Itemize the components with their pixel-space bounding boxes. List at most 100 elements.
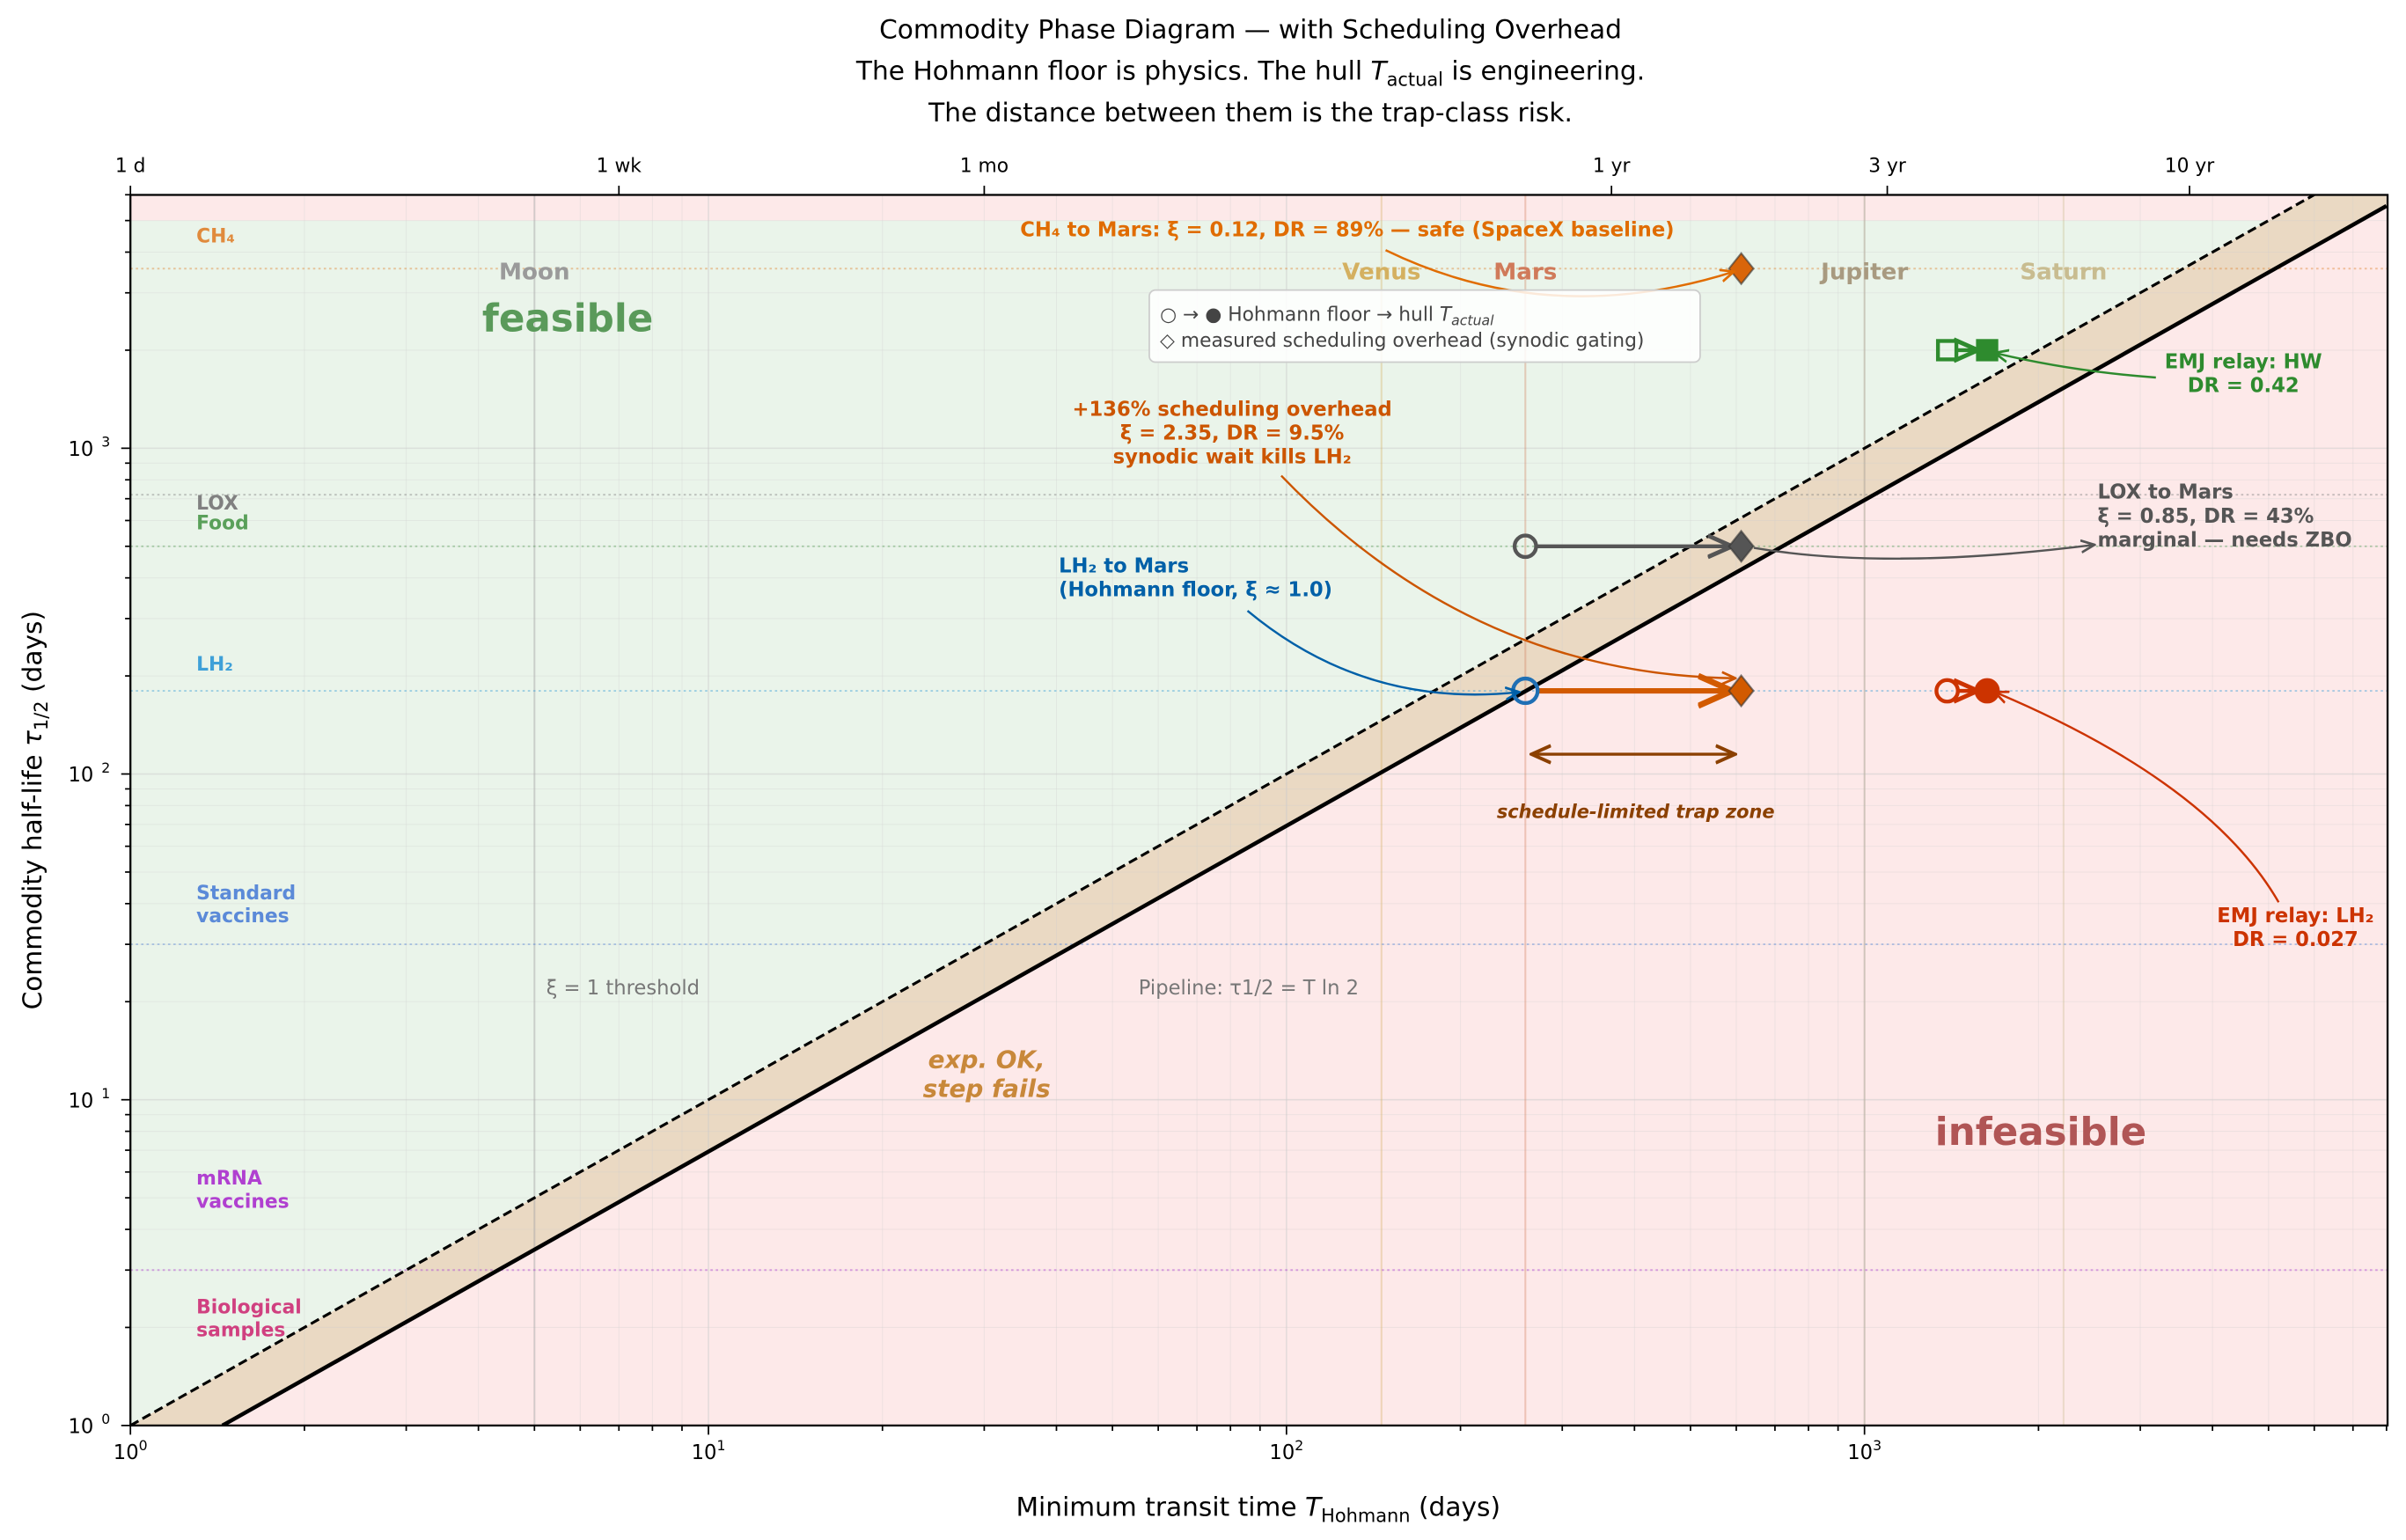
trap-band-region xyxy=(130,194,2387,1426)
annotation-label: CH₄ to Mars: ξ = 0.12, DR = 89% — safe (… xyxy=(1020,219,1674,242)
planet-label-moon: Moon xyxy=(499,259,570,285)
subtitle-T: T xyxy=(1370,55,1389,86)
legend-row-2-line: ◇ measured scheduling overhead (synodic … xyxy=(1160,330,1644,352)
pipeline-line xyxy=(221,204,2388,1426)
route-end-marker xyxy=(1974,678,2000,704)
planet-label-moon-line: Moon xyxy=(499,259,570,285)
annotation-label-line: DR = 0.027 xyxy=(2233,928,2358,951)
annotation-label-line: ξ = 0.85, DR = 43% xyxy=(2098,505,2314,528)
top-tick-label: 1 mo xyxy=(960,155,1009,177)
top-tick-label: 1 wk xyxy=(597,155,642,177)
legend-sub: actual xyxy=(1451,312,1494,329)
y-tick-exp: 0 xyxy=(101,1411,110,1427)
annotation-label-line: (Hohmann floor, ξ ≈ 1.0) xyxy=(1059,578,1332,601)
x-tick-exp: 2 xyxy=(1295,1437,1303,1454)
y-tick-label: 10 xyxy=(69,1089,94,1112)
annotation-label-line: EMJ relay: HW xyxy=(2165,351,2322,374)
commodity-label-line: vaccines xyxy=(196,1191,289,1213)
band-label-line: exp. OK, xyxy=(928,1045,1045,1074)
annotation-leader xyxy=(1995,692,2280,903)
legend-T: T xyxy=(1440,304,1453,326)
commodity-label: Standard vaccines xyxy=(196,883,296,928)
chart-subtitle-2: The distance between them is the trap-cl… xyxy=(928,97,1573,128)
commodity-label-line: samples xyxy=(196,1320,285,1342)
x-tick-label: 101 xyxy=(692,1437,726,1464)
annotation-label-line: CH₄ to Mars: ξ = 0.12, DR = 89% — safe (… xyxy=(1020,219,1674,242)
x-tick-label: 102 xyxy=(1269,1437,1303,1464)
y-axis-label: Commodity half-life τ1/2 (days) xyxy=(17,611,52,1009)
band-label-line: step fails xyxy=(923,1074,1051,1104)
commodity-label: mRNA vaccines xyxy=(196,1168,289,1213)
x-tick-base: 10 xyxy=(1269,1441,1295,1464)
route-end-marker xyxy=(1976,339,1999,362)
annotation-label-line: marginal — needs ZBO xyxy=(2098,529,2352,552)
trap-zone-label-line: schedule-limited trap zone xyxy=(1497,801,1775,822)
commodity-label: Food xyxy=(196,513,249,535)
x-tick-base: 10 xyxy=(692,1441,717,1464)
infeasible-label-line: infeasible xyxy=(1935,1111,2146,1155)
y-tick-exp: 1 xyxy=(101,1085,110,1102)
xi-threshold-label-line: ξ = 1 threshold xyxy=(546,977,700,1000)
y-tick-label: 10 xyxy=(69,1416,94,1439)
x-tick-label: 100 xyxy=(114,1437,148,1464)
y-tick-exp: 2 xyxy=(101,759,110,776)
ylabel-sub: 1/2 xyxy=(31,700,52,730)
xlabel-T: T xyxy=(1305,1492,1324,1522)
top-tick-label: 1 yr xyxy=(1593,155,1631,177)
legend-row-1: ○ → ● Hohmann floor → hull Tactual xyxy=(1160,304,1494,328)
plot-area xyxy=(130,194,2388,1426)
y-tick-label: 10 xyxy=(69,438,94,461)
commodity-label: CH₄ xyxy=(196,226,235,248)
subtitle-text-2: is engineering. xyxy=(1443,55,1645,86)
commodity-label-line: Biological xyxy=(196,1297,302,1319)
legend-text: Hohmann floor → hull xyxy=(1221,304,1440,326)
y-tick-base: 10 xyxy=(69,1089,94,1112)
xlabel-text: Minimum transit time xyxy=(1016,1492,1305,1522)
feasible-label: feasible xyxy=(482,297,654,341)
x-tick-base: 10 xyxy=(1847,1441,1873,1464)
planet-label-venus: Venus xyxy=(1342,259,1420,285)
route-start-marker xyxy=(1934,678,1960,704)
annotation-label-line: DR = 0.42 xyxy=(2188,375,2300,398)
commodity-label: Biological samples xyxy=(196,1297,302,1342)
legend-symbols: ○ → ● xyxy=(1160,304,1221,326)
xi-threshold-line xyxy=(130,194,2317,1426)
route-start-marker xyxy=(1935,339,1959,362)
ylabel-tau: τ xyxy=(17,730,48,746)
trap-zone-label: schedule-limited trap zone xyxy=(1497,801,1775,822)
annotation-label-line: +136% scheduling overhead xyxy=(1072,399,1391,422)
planet-label-venus-line: Venus xyxy=(1342,259,1420,285)
plot-frame xyxy=(129,194,2389,1427)
annotation-label: EMJ relay: LH₂ DR = 0.027 xyxy=(2217,905,2373,951)
annotation-label: +136% scheduling overhead ξ = 2.35, DR = … xyxy=(1072,399,1391,469)
band-label: exp. OK, step fails xyxy=(923,1045,1051,1104)
ylabel-post: (days) xyxy=(17,611,48,700)
annotation-label: EMJ relay: HW DR = 0.42 xyxy=(2165,351,2322,398)
annotation-label: LOX to Mars ξ = 0.85, DR = 43% marginal — … xyxy=(2098,481,2352,552)
commodity-label-line: LH₂ xyxy=(196,654,233,676)
commodity-label: LH₂ xyxy=(196,654,233,676)
ylabel-text: Commodity half-life xyxy=(17,746,48,1009)
commodity-label-line: LOX xyxy=(196,493,238,515)
commodity-label-line: vaccines xyxy=(196,906,289,928)
chart-subtitle-1: The Hohmann floor is physics. The hull T… xyxy=(855,55,1645,91)
commodity-label-line: Standard xyxy=(196,883,296,905)
x-axis-label: Minimum transit time THohmann (days) xyxy=(1016,1492,1501,1527)
subtitle-sub: actual xyxy=(1387,70,1443,91)
annotation-label: LH₂ to Mars (Hohmann floor, ξ ≈ 1.0) xyxy=(1059,554,1332,601)
annotation-leader xyxy=(1753,545,2094,560)
commodity-label-line: mRNA xyxy=(196,1168,262,1190)
planet-label-mars: Mars xyxy=(1493,259,1557,285)
commodity-label-line: Food xyxy=(196,513,249,535)
planet-label-saturn: Saturn xyxy=(2020,259,2107,285)
feasible-label-line: feasible xyxy=(482,297,654,341)
y-tick-base: 10 xyxy=(69,1416,94,1439)
legend-row-2: ◇ measured scheduling overhead (synodic … xyxy=(1160,330,1644,352)
x-tick-exp: 3 xyxy=(1873,1437,1882,1454)
top-tick-label: 10 yr xyxy=(2165,155,2215,177)
planet-label-saturn-line: Saturn xyxy=(2020,259,2107,285)
y-tick-base: 10 xyxy=(69,764,94,787)
planet-label-jupiter: Jupiter xyxy=(1819,259,1908,285)
annotation-label-line: LOX to Mars xyxy=(2098,481,2234,504)
